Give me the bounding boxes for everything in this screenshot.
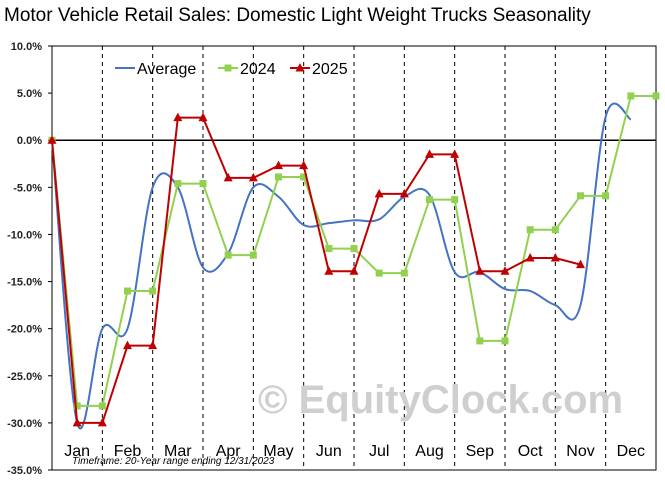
point-2024 xyxy=(325,245,333,253)
point-2025 xyxy=(47,135,57,144)
point-2024 xyxy=(224,251,232,259)
point-2025 xyxy=(198,112,208,122)
y-tick-label: 10.0% xyxy=(11,41,42,53)
y-tick-label: -5.0% xyxy=(13,182,42,194)
series-line-average xyxy=(51,102,632,430)
point-2025 xyxy=(500,266,510,275)
point-2024 xyxy=(426,196,433,204)
point-2024 xyxy=(526,226,534,234)
y-tick-label: -20.0% xyxy=(7,324,42,336)
point-2024 xyxy=(400,269,408,277)
x-tick-label: Jan xyxy=(64,443,90,460)
point-2024 xyxy=(476,337,484,345)
point-2025 xyxy=(248,172,258,182)
x-tick-label: Sep xyxy=(466,443,495,460)
watermark: © EquityClock.com xyxy=(258,378,623,422)
point-2024 xyxy=(73,402,81,410)
point-2025 xyxy=(123,340,132,350)
point-2024 xyxy=(627,92,635,100)
legend-label-2024: 2024 xyxy=(240,61,276,78)
point-2024 xyxy=(149,287,157,295)
point-2024 xyxy=(249,251,257,259)
x-tick-label: Feb xyxy=(114,443,142,460)
point-2025 xyxy=(425,149,434,158)
y-tick-label: 0.0% xyxy=(17,135,42,147)
point-2024 xyxy=(375,269,383,277)
point-2025 xyxy=(374,188,384,198)
legend-label-2025: 2025 xyxy=(312,61,348,78)
point-2025 xyxy=(324,266,334,275)
grid-layer xyxy=(101,46,607,470)
x-tick-label: May xyxy=(263,443,293,460)
point-2025 xyxy=(72,417,82,427)
point-2025 xyxy=(525,253,535,262)
x-tick-label: Dec xyxy=(617,443,645,460)
x-tick-label: Nov xyxy=(566,443,594,460)
point-2025 xyxy=(399,188,409,198)
legend: Average 2024 2025 xyxy=(115,61,348,78)
y-tick-label: -25.0% xyxy=(7,371,42,383)
point-2025 xyxy=(97,417,107,427)
y-tick-label: -10.0% xyxy=(7,229,42,241)
point-2024 xyxy=(174,180,182,188)
y-tick-label: 5.0% xyxy=(17,88,42,100)
point-2025 xyxy=(299,160,309,170)
point-2024 xyxy=(300,173,308,181)
point-2025 xyxy=(274,160,283,170)
point-2025 xyxy=(148,340,158,350)
plot-frame xyxy=(51,45,657,471)
y-tick-label: -30.0% xyxy=(7,418,42,430)
legend-marker-2024 xyxy=(224,64,232,72)
y-tick-label: -35.0% xyxy=(7,465,42,477)
series-line-2025 xyxy=(51,116,581,424)
x-tick-label: Aug xyxy=(415,443,443,460)
point-2025 xyxy=(173,112,183,122)
point-2024 xyxy=(451,196,459,204)
point-2025 xyxy=(450,149,460,158)
point-2024 xyxy=(577,192,584,200)
point-2025 xyxy=(349,266,359,275)
point-2025 xyxy=(475,266,485,275)
point-2025 xyxy=(223,172,233,182)
point-2024 xyxy=(199,180,207,188)
point-2024 xyxy=(602,192,610,200)
point-2024 xyxy=(124,287,131,295)
series-layer xyxy=(47,92,660,430)
footnote: Timeframe: 20-Year range ending 12/31/20… xyxy=(72,456,275,467)
legend-marker-2025 xyxy=(295,63,305,72)
point-2024 xyxy=(501,337,509,345)
chart-title: Motor Vehicle Retail Sales: Domestic Lig… xyxy=(4,5,591,26)
point-2025 xyxy=(550,253,560,262)
x-tick-label: Apr xyxy=(216,443,242,460)
point-2024 xyxy=(551,226,559,234)
point-2024 xyxy=(652,92,660,100)
x-tick-label: Mar xyxy=(164,443,192,460)
point-2024 xyxy=(350,245,358,253)
point-2025 xyxy=(576,259,585,269)
y-tick-label: -15.0% xyxy=(7,277,42,289)
x-tick-label: Oct xyxy=(518,443,543,460)
point-2024 xyxy=(275,173,282,181)
legend-label-average: Average xyxy=(137,61,196,78)
axis-layer: 10.0% 5.0% 0.0% -5.0% -10.0% -15.0% -20.0% -25.… xyxy=(7,41,657,477)
x-tick-label: Jun xyxy=(316,443,342,460)
x-tick-label: Jul xyxy=(369,443,389,460)
point-2024 xyxy=(98,402,106,410)
